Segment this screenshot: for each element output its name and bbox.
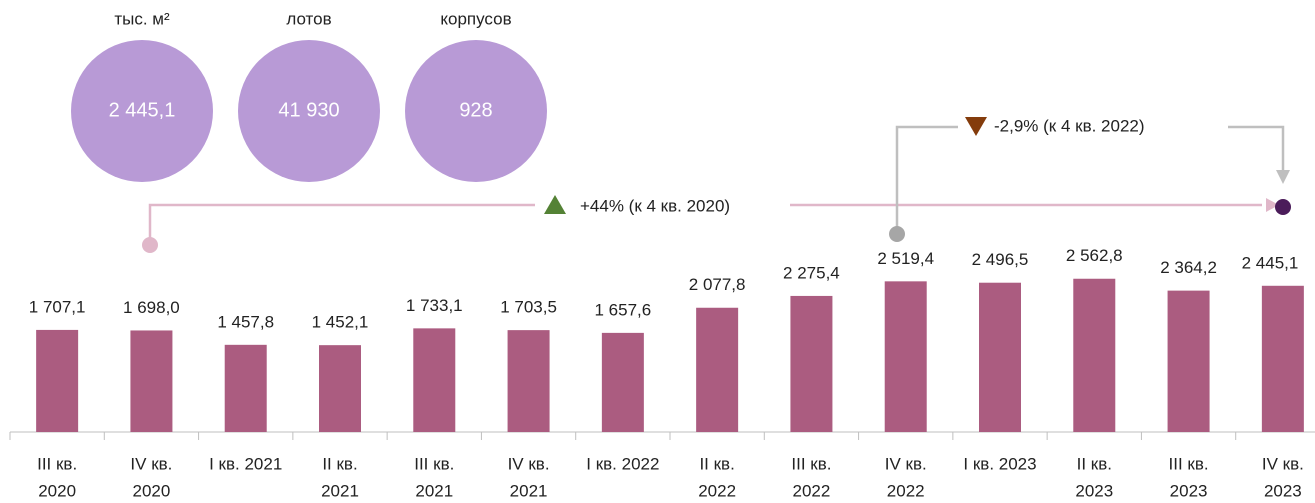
value-label: 1 703,5 bbox=[500, 298, 557, 317]
connector bbox=[895, 125, 958, 233]
bar bbox=[130, 330, 173, 432]
x-tick-label: I кв. 2022 bbox=[586, 454, 659, 473]
value-label: 1 657,6 bbox=[594, 300, 651, 319]
connector bbox=[1228, 125, 1285, 170]
bar bbox=[224, 344, 267, 432]
bar bbox=[790, 295, 833, 432]
x-tick-label: II кв. bbox=[699, 454, 734, 473]
connector-dot bbox=[889, 226, 905, 242]
bar bbox=[601, 332, 644, 432]
bar bbox=[1073, 278, 1116, 432]
value-label: 2 445,1 bbox=[1242, 253, 1299, 272]
x-tick-label: III кв. bbox=[791, 454, 831, 473]
bubble-unit: корпусов bbox=[440, 9, 511, 28]
x-tick-label: I кв. 2023 bbox=[963, 454, 1036, 473]
x-tick-label: 2020 bbox=[38, 481, 76, 500]
x-tick-label: IV кв. bbox=[885, 454, 927, 473]
bar bbox=[507, 330, 550, 432]
bubble bbox=[71, 40, 213, 182]
down-triangle bbox=[965, 117, 987, 136]
x-tick-label: IV кв. bbox=[1262, 454, 1304, 473]
value-label: 2 364,2 bbox=[1160, 258, 1217, 277]
value-label: 1 707,1 bbox=[29, 297, 86, 316]
x-tick-label: III кв. bbox=[37, 454, 77, 473]
bar bbox=[1261, 285, 1304, 432]
x-tick-label: 2022 bbox=[793, 481, 831, 500]
bubble-value: 2 445,1 bbox=[109, 99, 176, 121]
value-label: 1 457,8 bbox=[217, 312, 274, 331]
bubble-value: 928 bbox=[459, 99, 492, 121]
bubble-unit: тыс. м² bbox=[114, 9, 170, 28]
value-label: 2 562,8 bbox=[1066, 246, 1123, 265]
value-label: 1 698,0 bbox=[123, 298, 180, 317]
x-tick-label: 2021 bbox=[321, 481, 359, 500]
x-tick-label: 2021 bbox=[415, 481, 453, 500]
x-tick-label: 2023 bbox=[1264, 481, 1302, 500]
bubble bbox=[238, 40, 380, 182]
x-tick-label: 2023 bbox=[1075, 481, 1113, 500]
annotation: +44% (к 4 кв. 2020) bbox=[580, 196, 730, 215]
connector-dot bbox=[1275, 199, 1291, 215]
bubble-value: 41 930 bbox=[278, 99, 339, 121]
bar bbox=[979, 282, 1021, 432]
bar bbox=[413, 328, 456, 432]
bar bbox=[319, 345, 361, 432]
value-label: 2 077,8 bbox=[689, 275, 746, 294]
bar bbox=[696, 307, 739, 432]
arrowhead bbox=[1266, 198, 1279, 212]
x-tick-label: 2023 bbox=[1170, 481, 1208, 500]
bar bbox=[1167, 290, 1210, 432]
value-label: 2 496,5 bbox=[972, 250, 1029, 269]
up-triangle bbox=[544, 195, 566, 214]
arrowhead bbox=[1276, 170, 1290, 184]
bar bbox=[884, 281, 927, 432]
bar bbox=[36, 329, 79, 432]
x-tick-label: IV кв. bbox=[508, 454, 550, 473]
bubble bbox=[405, 40, 547, 182]
x-tick-label: III кв. bbox=[414, 454, 454, 473]
x-tick-label: 2021 bbox=[510, 481, 548, 500]
x-tick-label: II кв. bbox=[322, 454, 357, 473]
x-tick-label: 2022 bbox=[887, 481, 925, 500]
x-tick-label: III кв. bbox=[1169, 454, 1209, 473]
x-tick-label: I кв. 2021 bbox=[209, 454, 282, 473]
x-tick-label: II кв. bbox=[1077, 454, 1112, 473]
annotation: -2,9% (к 4 кв. 2022) bbox=[994, 116, 1145, 135]
bubble-unit: лотов bbox=[286, 9, 331, 28]
value-label: 2 275,4 bbox=[783, 263, 840, 282]
value-label: 1 733,1 bbox=[406, 296, 463, 315]
connector bbox=[148, 203, 535, 245]
value-label: 1 452,1 bbox=[312, 313, 369, 332]
x-tick-label: 2022 bbox=[698, 481, 736, 500]
connector-dot bbox=[142, 237, 158, 253]
x-tick-label: IV кв. bbox=[130, 454, 172, 473]
x-tick-label: 2020 bbox=[133, 481, 171, 500]
value-label: 2 519,4 bbox=[877, 249, 934, 268]
